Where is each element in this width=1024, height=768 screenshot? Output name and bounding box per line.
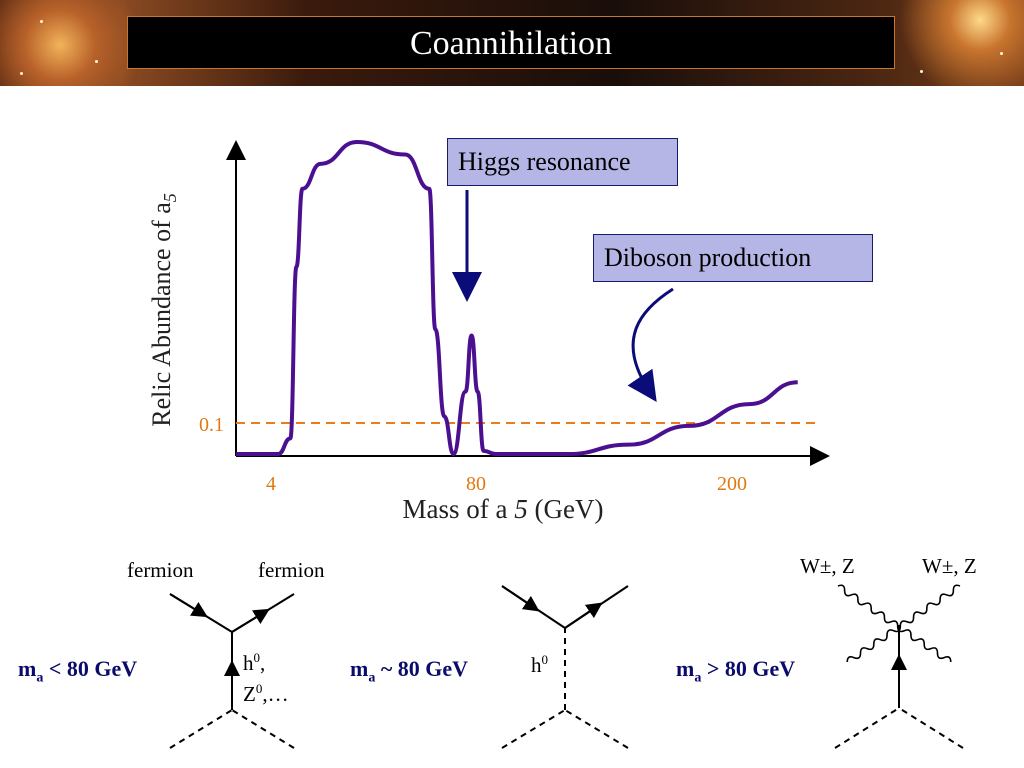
relic-abundance-series	[236, 140, 798, 456]
diboson-production-callout: Diboson production	[593, 234, 873, 282]
boson-label-left: W±, Z	[800, 554, 855, 578]
feynman-diagrams	[169, 584, 964, 749]
condition-resonance: ma ~ 80 GeV	[350, 656, 469, 686]
diagram-diboson	[834, 584, 964, 749]
diagram-low-mass	[169, 593, 295, 749]
boson-label-right: W±, Z	[922, 554, 977, 578]
relic-abundance-chart: 0.1 4 80 200 Mass of a 5 (GeV) Relic Abu…	[147, 140, 830, 524]
fermion-label-right: fermion	[258, 558, 325, 582]
mediator-label-h: h0	[531, 652, 548, 677]
y-axis-label: Relic Abundance of a5	[147, 193, 180, 427]
x-tick-label: 80	[466, 473, 486, 495]
x-tick-label: 4	[266, 473, 276, 495]
y-tick-label: 0.1	[199, 414, 224, 436]
x-axis-label: Mass of a 5 (GeV)	[403, 494, 604, 524]
condition-high-mass: ma > 80 GeV	[676, 656, 796, 686]
condition-low-mass: ma < 80 GeV	[18, 656, 138, 686]
x-tick-label: 200	[717, 473, 747, 495]
slide-title: Coannihilation	[127, 16, 895, 69]
higgs-resonance-callout: Higgs resonance	[447, 138, 678, 186]
fermion-label-left: fermion	[127, 558, 194, 582]
mediator-label-h-z: h0, Z0,…	[243, 650, 289, 706]
diagram-resonance	[501, 585, 629, 749]
